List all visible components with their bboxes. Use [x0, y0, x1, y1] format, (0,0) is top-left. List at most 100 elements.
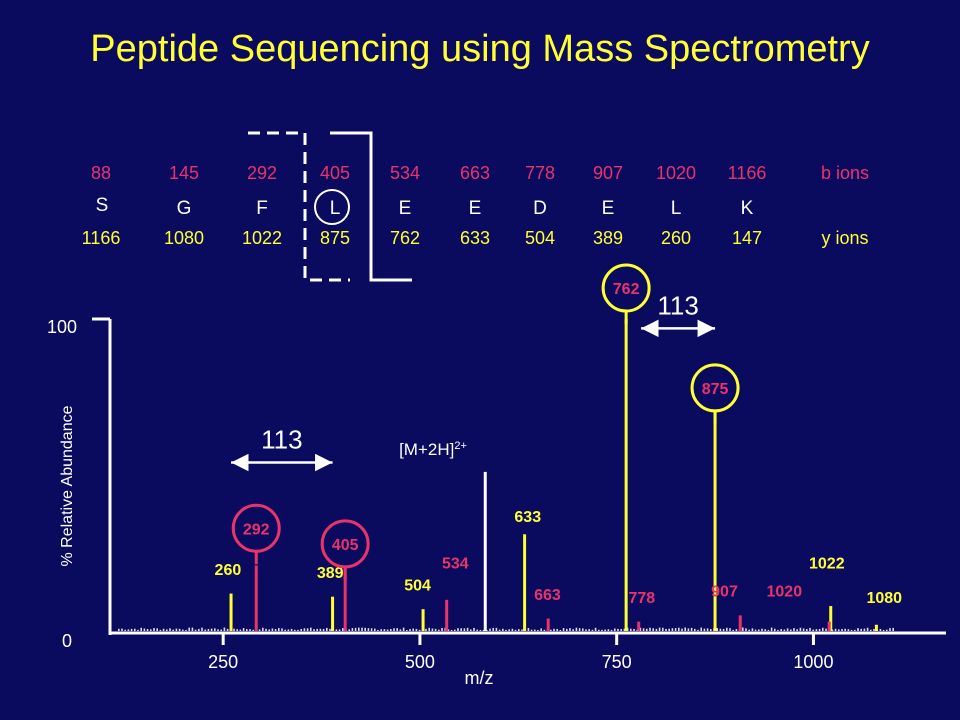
b-ion-label: 292	[247, 163, 277, 183]
noise-peak	[793, 628, 795, 631]
noise-peak	[582, 628, 584, 631]
noise-peak	[287, 629, 290, 631]
noise-peak	[575, 627, 578, 631]
sequence-table: 88 145 292 405 534 663 778 907 1020 1166 S G F L E E D E L…	[82, 163, 869, 248]
noise-peak	[150, 629, 152, 631]
b-ion-label: 907	[593, 163, 623, 183]
noise-peak	[220, 629, 222, 631]
noise-peak	[764, 629, 766, 631]
mass-difference-label: 113	[261, 425, 302, 455]
noise-peak	[530, 629, 533, 631]
noise-peak	[780, 629, 782, 631]
b-ion-label: 1166	[728, 163, 767, 183]
noise-peak	[703, 628, 706, 631]
noise-peak	[447, 629, 450, 631]
noise-peak	[361, 627, 363, 631]
noise-peak	[623, 628, 626, 631]
noise-peak	[543, 629, 546, 631]
noise-peak	[425, 628, 427, 631]
noise-peak	[655, 628, 658, 631]
noise-peak	[210, 628, 213, 631]
noise-peak	[857, 628, 859, 631]
noise-peak	[409, 629, 411, 631]
noise-peak	[415, 628, 418, 631]
noise-peak	[153, 628, 155, 631]
noise-peak	[665, 628, 667, 631]
noise-peak	[214, 628, 216, 631]
peak-label: 1080	[866, 590, 902, 607]
noise-peak	[223, 627, 226, 631]
noise-peak	[178, 628, 181, 631]
spectrum-peak	[229, 593, 233, 631]
noise-peak	[217, 629, 219, 631]
noise-peak	[831, 629, 834, 631]
y-ion-label: 762	[390, 228, 420, 248]
noise-peak	[386, 629, 389, 631]
noise-peak	[335, 629, 338, 631]
spectrum-peak	[829, 606, 833, 631]
noise-peak	[815, 629, 818, 631]
peak-label: 907	[711, 584, 738, 601]
spectrum-peak	[483, 471, 487, 631]
x-tick-label: 500	[405, 652, 435, 672]
noise-peak	[598, 629, 600, 631]
noise-peak	[268, 629, 270, 631]
noise-peak	[697, 629, 699, 631]
noise-peak	[812, 629, 814, 631]
noise-peak	[751, 628, 754, 631]
noise-peak	[614, 628, 616, 631]
noise-peak	[514, 629, 517, 631]
noise-peak	[473, 627, 475, 631]
residue-circle	[314, 189, 350, 225]
noise-peak	[239, 629, 242, 631]
noise-peak	[438, 629, 440, 631]
noise-peak	[863, 628, 866, 631]
noise-peak	[130, 628, 133, 631]
noise-peak	[175, 628, 178, 631]
peak-label: 405	[332, 537, 359, 554]
residue-label: L	[330, 198, 341, 219]
y-tick-label: 0	[62, 631, 72, 651]
y-ion-label: 1022	[242, 228, 282, 248]
spectrum-peak	[637, 621, 641, 631]
noise-peak	[118, 628, 120, 631]
noise-peak	[786, 628, 789, 631]
noise-peak	[342, 628, 344, 631]
noise-peak	[326, 627, 328, 631]
b-ion-label: 405	[320, 163, 350, 183]
noise-peak	[607, 629, 610, 631]
noise-peak	[252, 629, 254, 631]
noise-peak	[668, 628, 670, 631]
noise-peak	[687, 628, 690, 631]
noise-peak	[300, 628, 302, 631]
y-ion-label: 1166	[82, 228, 121, 248]
noise-peak	[498, 629, 501, 631]
noise-peak	[191, 627, 194, 631]
noise-peak	[470, 629, 472, 631]
noise-peak	[294, 629, 296, 631]
noise-peak	[146, 628, 149, 631]
noise-peak	[511, 628, 514, 631]
spectrum-peak	[624, 319, 628, 631]
noise-peak	[258, 629, 261, 631]
noise-peak	[162, 628, 165, 631]
noise-peak	[329, 628, 331, 631]
noise-peak	[374, 628, 376, 631]
x-tick-label: 750	[602, 652, 632, 672]
noise-peak	[588, 629, 590, 631]
noise-peak	[860, 628, 862, 631]
noise-peak	[678, 627, 680, 631]
noise-peak	[754, 629, 757, 631]
noise-peak	[534, 629, 536, 631]
noise-peak	[508, 629, 510, 631]
noise-peak	[322, 628, 325, 631]
noise-peak	[719, 628, 722, 631]
noise-peak	[735, 629, 738, 631]
noise-peak	[716, 628, 718, 631]
spectrum-peak	[331, 596, 335, 631]
peak-label: 534	[442, 556, 469, 573]
residue-label: G	[177, 198, 192, 219]
noise-peak	[866, 627, 869, 631]
b-ions-row-label: b ions	[821, 163, 869, 183]
